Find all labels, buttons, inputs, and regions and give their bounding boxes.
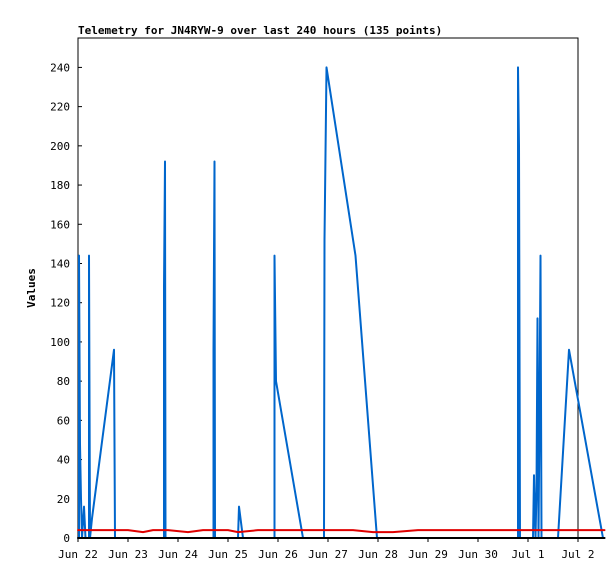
series-line-2: [77, 529, 606, 534]
x-tick-label: Jun 26: [258, 548, 298, 561]
plot-area: [77, 37, 579, 539]
y-tick-label: 200: [50, 140, 70, 153]
y-axis-ticks: 0 20 40 60 80 100 120 140 160 180 200 220 240: [50, 61, 82, 545]
x-tick-label: Jun 23: [108, 548, 148, 561]
y-tick-label: 60: [57, 414, 70, 427]
chart-title: Telemetry for JN4RYW-9 over last 240 hou…: [78, 24, 442, 37]
y-tick-label: 40: [57, 454, 70, 467]
y-tick-label: 140: [50, 257, 70, 270]
y-tick-label: 20: [57, 493, 70, 506]
y-tick-label: 240: [50, 61, 70, 74]
x-tick-label: Jun 28: [358, 548, 398, 561]
y-tick-label: 100: [50, 336, 70, 349]
y-tick-label: 80: [57, 375, 70, 388]
x-tick-label: Jun 29: [408, 548, 448, 561]
y-tick-label: 180: [50, 179, 70, 192]
y-tick-label: 0: [63, 532, 70, 545]
x-tick-label: Jun 24: [158, 548, 198, 561]
x-tick-label: Jul 2: [561, 548, 594, 561]
series-layer: [77, 66, 606, 539]
x-tick-label: Jun 22: [58, 548, 98, 561]
x-tick-label: Jun 27: [308, 548, 348, 561]
x-axis-ticks: Jun 22 Jun 23 Jun 24 Jun 25 Jun 26 Jun 27 Jun …: [58, 538, 595, 561]
y-axis-label: Values: [25, 268, 38, 308]
y-tick-label: 220: [50, 101, 70, 114]
x-tick-label: Jun 25: [208, 548, 248, 561]
y-tick-label: 120: [50, 297, 70, 310]
x-tick-label: Jul 1: [511, 548, 544, 561]
y-tick-label: 160: [50, 218, 70, 231]
x-tick-label: Jun 30: [458, 548, 498, 561]
